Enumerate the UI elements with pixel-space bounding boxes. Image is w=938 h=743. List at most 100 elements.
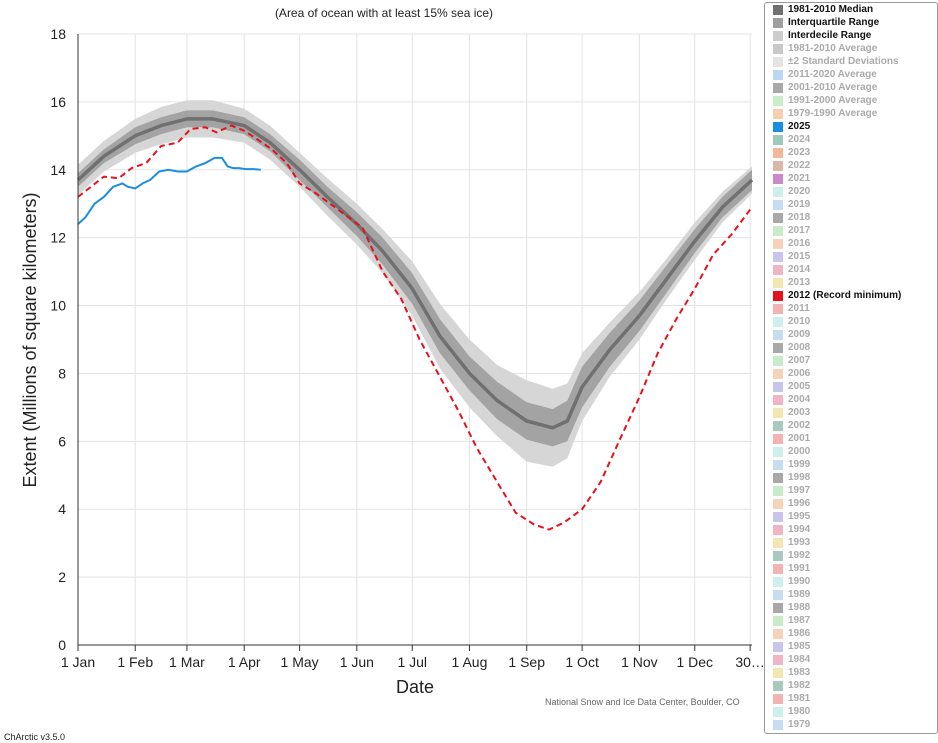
- legend-item[interactable]: 1992: [765, 549, 937, 562]
- legend-item[interactable]: 2001-2010 Average: [765, 81, 937, 94]
- legend-swatch: [773, 485, 783, 496]
- legend-label: 1994: [788, 524, 811, 535]
- legend-item[interactable]: 1982: [765, 679, 937, 692]
- y-tick-label: 4: [58, 501, 66, 517]
- legend-item[interactable]: 1994: [765, 523, 937, 536]
- legend-item[interactable]: 2009: [765, 328, 937, 341]
- legend-swatch: [773, 69, 783, 80]
- legend-item[interactable]: 1987: [765, 614, 937, 627]
- legend-swatch: [773, 407, 783, 418]
- legend-label: 1996: [788, 498, 811, 509]
- legend-item[interactable]: Interquartile Range: [765, 16, 937, 29]
- legend-label: 2000: [788, 446, 811, 457]
- legend-label: 2009: [788, 329, 811, 340]
- legend-item[interactable]: 1983: [765, 666, 937, 679]
- legend-label: 2002: [788, 420, 811, 431]
- legend-item[interactable]: 2023: [765, 146, 937, 159]
- legend-item[interactable]: 1995: [765, 510, 937, 523]
- source-credit: National Snow and Ice Data Center, Bould…: [545, 697, 740, 707]
- legend-item[interactable]: 1991-2000 Average: [765, 94, 937, 107]
- legend-item[interactable]: 2008: [765, 341, 937, 354]
- y-tick-label: 16: [50, 94, 66, 110]
- legend-item[interactable]: 1988: [765, 601, 937, 614]
- axes: 0 2 4 6 8 10 12 14 16 18 1 Jan 1 Feb 1 Mar 1 Apr 1 May…: [50, 26, 764, 670]
- legend-item[interactable]: 2002: [765, 419, 937, 432]
- legend-item[interactable]: 2016: [765, 237, 937, 250]
- legend-item[interactable]: 1984: [765, 653, 937, 666]
- legend-item[interactable]: 1999: [765, 458, 937, 471]
- legend-item[interactable]: 2022: [765, 159, 937, 172]
- series-line-2012[interactable]: [77, 124, 753, 531]
- legend-item[interactable]: 2010: [765, 315, 937, 328]
- legend-swatch: [773, 277, 783, 288]
- legend-item[interactable]: 1991: [765, 562, 937, 575]
- legend-item[interactable]: 1985: [765, 640, 937, 653]
- legend-swatch: [773, 524, 783, 535]
- legend-item[interactable]: 2024: [765, 133, 937, 146]
- legend-swatch: [773, 719, 783, 730]
- legend-swatch: [773, 615, 783, 626]
- legend-label: 1986: [788, 628, 811, 639]
- legend-item[interactable]: 2017: [765, 224, 937, 237]
- legend-item[interactable]: 1996: [765, 497, 937, 510]
- legend-item[interactable]: Interdecile Range: [765, 29, 937, 42]
- legend-label: 1981-2010 Median: [788, 4, 874, 15]
- legend-item[interactable]: 1986: [765, 627, 937, 640]
- legend-item[interactable]: 1997: [765, 484, 937, 497]
- legend-item[interactable]: 2025: [765, 120, 937, 133]
- legend-swatch: [773, 329, 783, 340]
- legend-label: 2011: [788, 303, 810, 314]
- legend-item[interactable]: 2005: [765, 380, 937, 393]
- x-tick-label: 1 Apr: [228, 654, 261, 670]
- legend-label: 1989: [788, 589, 811, 600]
- legend-swatch: [773, 693, 783, 704]
- y-tick-label: 12: [50, 230, 66, 246]
- legend-item[interactable]: 1990: [765, 575, 937, 588]
- legend-label: 2015: [788, 251, 811, 262]
- legend-item[interactable]: 2021: [765, 172, 937, 185]
- legend-item[interactable]: 2004: [765, 393, 937, 406]
- legend-swatch: [773, 654, 783, 665]
- legend-item[interactable]: 2011-2020 Average: [765, 68, 937, 81]
- legend-label: 2012 (Record minimum): [788, 290, 902, 301]
- legend-item[interactable]: 1981: [765, 692, 937, 705]
- median-line: [76, 117, 754, 430]
- legend-item[interactable]: 1989: [765, 588, 937, 601]
- series-line-2025[interactable]: [77, 156, 261, 225]
- legend-item[interactable]: 1981-2010 Median: [765, 3, 937, 16]
- legend-item[interactable]: 2014: [765, 263, 937, 276]
- y-tick-label: 14: [50, 162, 66, 178]
- legend-item[interactable]: ±2 Standard Deviations: [765, 55, 937, 68]
- legend-item[interactable]: 2012 (Record minimum): [765, 289, 937, 302]
- x-tick-label: 1 Aug: [452, 654, 488, 670]
- legend-item[interactable]: 2003: [765, 406, 937, 419]
- legend-label: 2019: [788, 199, 811, 210]
- legend-item[interactable]: 2020: [765, 185, 937, 198]
- legend-label: 1997: [788, 485, 811, 496]
- legend-item[interactable]: 1979: [765, 718, 937, 731]
- legend-swatch: [773, 225, 783, 236]
- legend-label: 2025: [788, 121, 811, 132]
- legend-item[interactable]: 2001: [765, 432, 937, 445]
- legend-swatch: [773, 368, 783, 379]
- legend-item[interactable]: 1979-1990 Average: [765, 107, 937, 120]
- legend-item[interactable]: 2013: [765, 276, 937, 289]
- legend-item[interactable]: 2019: [765, 198, 937, 211]
- legend-item[interactable]: 1981-2010 Average: [765, 42, 937, 55]
- legend-label: 2014: [788, 264, 811, 275]
- legend-item[interactable]: 1998: [765, 471, 937, 484]
- series-lines: [76, 117, 754, 531]
- legend-item[interactable]: 1980: [765, 705, 937, 718]
- legend-item[interactable]: 2007: [765, 354, 937, 367]
- legend-label: 2022: [788, 160, 811, 171]
- legend-item[interactable]: 2000: [765, 445, 937, 458]
- legend-item[interactable]: 2011: [765, 302, 937, 315]
- legend-item[interactable]: 2006: [765, 367, 937, 380]
- legend-item[interactable]: 1993: [765, 536, 937, 549]
- legend-swatch: [773, 394, 783, 405]
- legend-swatch: [773, 576, 783, 587]
- legend-label: 1984: [788, 654, 811, 665]
- legend-swatch: [773, 550, 783, 561]
- legend-item[interactable]: 2018: [765, 211, 937, 224]
- legend-item[interactable]: 2015: [765, 250, 937, 263]
